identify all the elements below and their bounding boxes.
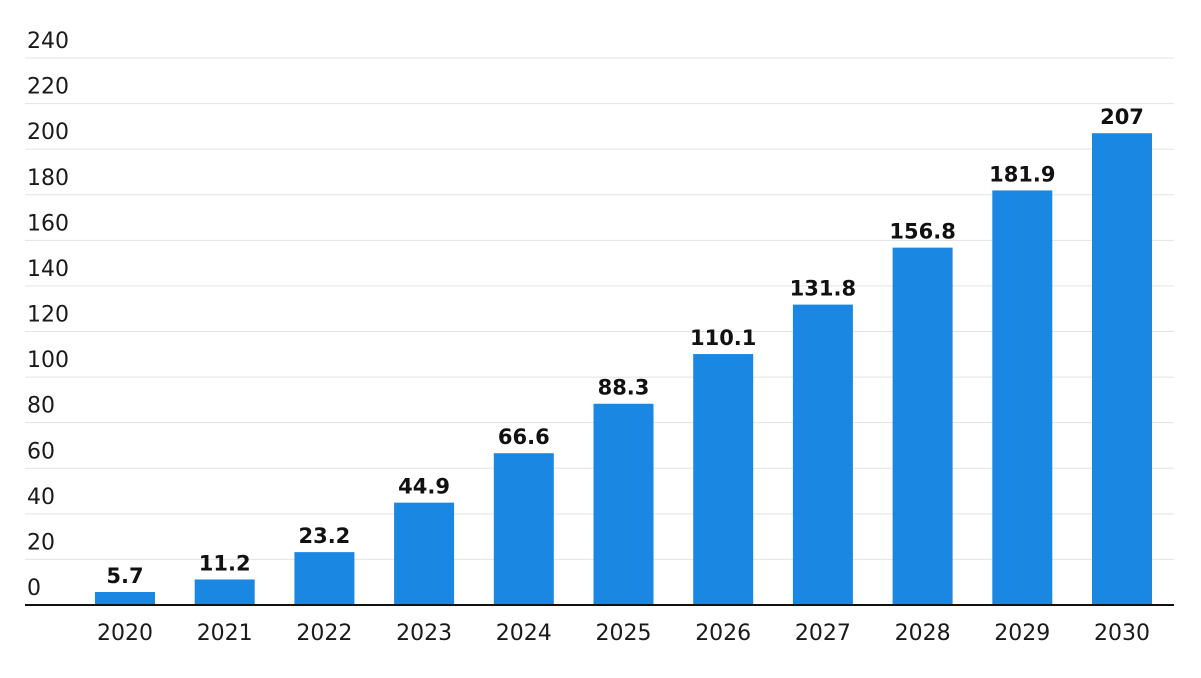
x-tick-label: 2025 [596,621,652,646]
y-tick-label: 220 [27,75,69,100]
x-tick-label: 2029 [994,621,1050,646]
y-tick-label: 160 [27,211,69,236]
bar-2021 [194,579,255,605]
y-tick-label: 140 [27,257,69,282]
data-label-2024: 66.6 [498,425,550,449]
x-tick-label: 2024 [496,621,552,646]
gridlines [25,57,1174,560]
y-tick-label: 200 [27,120,69,145]
y-tick-label: 120 [27,303,69,328]
x-tick-label: 2021 [197,621,253,646]
data-label-2021: 11.2 [199,551,251,575]
x-tick-label: 2030 [1094,621,1150,646]
bar-2030 [1092,133,1152,605]
x-tick-label: 2022 [296,621,352,646]
data-label-2030: 207 [1100,105,1144,129]
data-label-2025: 88.3 [598,376,650,400]
bar-2029 [992,190,1053,605]
bar-2022 [294,552,355,605]
y-tick-label: 20 [27,530,55,555]
data-labels: 5.7 11.2 23.2 44.9 66.6 88.3 110.1 131.8 156.8 18… [106,105,1144,588]
y-tick-label: 40 [27,485,55,510]
y-tick-label: 180 [27,166,69,191]
x-axis-ticks: 2020 2021 2022 2023 2024 2025 2026 2027 2028 2029… [97,621,1150,646]
data-label-2028: 156.8 [889,220,955,244]
x-tick-label: 2023 [396,621,452,646]
bar-2028 [892,247,953,606]
bar-2027 [792,304,853,605]
bar-2025 [593,403,654,605]
bar-2026 [693,354,754,605]
x-tick-label: 2027 [795,621,851,646]
x-tick-label: 2026 [695,621,751,646]
data-label-2020: 5.7 [106,564,143,588]
data-label-2023: 44.9 [398,475,450,499]
bar-2020 [95,592,155,605]
data-label-2029: 181.9 [989,162,1055,186]
x-tick-label: 2020 [97,621,153,646]
y-tick-label: 60 [27,439,55,464]
y-tick-label: 100 [27,348,69,373]
x-tick-label: 2028 [895,621,951,646]
bar-2024 [493,453,554,605]
y-tick-label: 0 [27,576,41,601]
y-tick-label: 240 [27,29,69,54]
y-axis-ticks: 0 20 40 60 80 100 120 140 160 180 200 220 240 [27,29,69,601]
bars [95,133,1152,606]
y-tick-label: 80 [27,394,55,419]
data-label-2022: 23.2 [298,524,350,548]
bar-2023 [394,502,455,605]
data-label-2027: 131.8 [790,277,856,301]
data-label-2026: 110.1 [690,326,756,350]
